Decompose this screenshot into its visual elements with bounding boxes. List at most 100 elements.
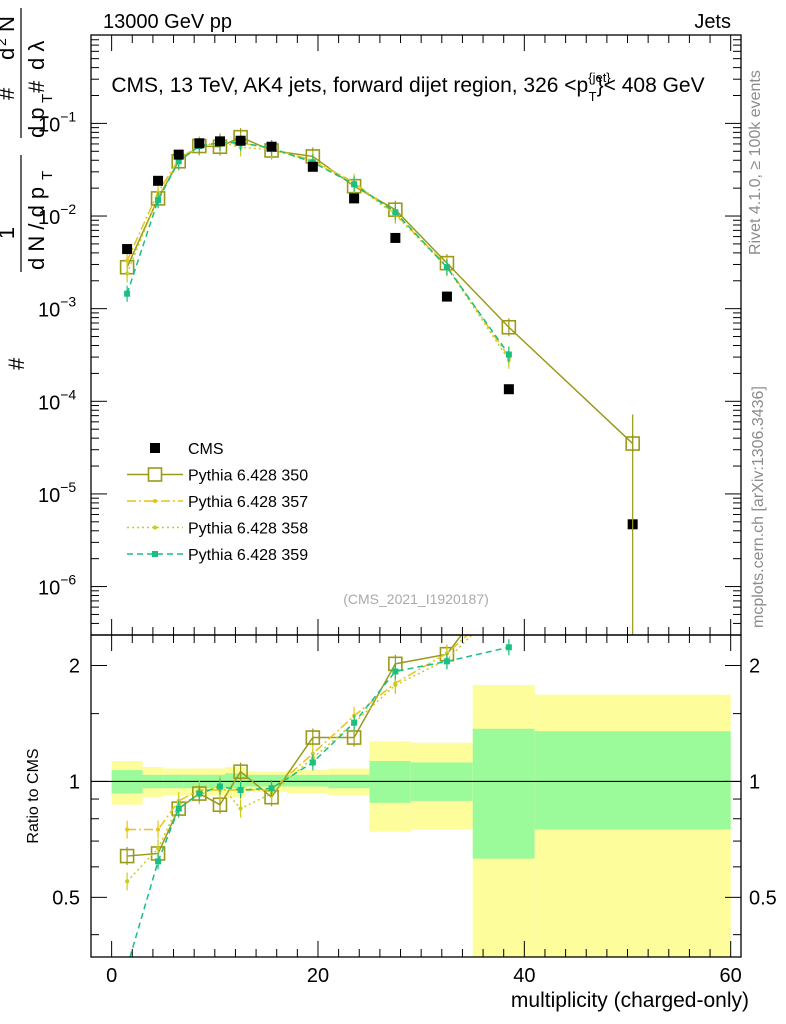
svg-text:d p: d p bbox=[24, 107, 49, 138]
main-series-4-point-0 bbox=[124, 290, 131, 297]
legend-marker-1 bbox=[147, 467, 163, 482]
svg-text:T: T bbox=[39, 171, 56, 180]
main-series-1-point-11 bbox=[501, 319, 517, 335]
ratio-series-3-point-5 bbox=[237, 786, 244, 793]
main-series-0-point-6 bbox=[266, 141, 277, 152]
legend: CMS Pythia 6.428 350 Pythia 6.428 357 Pythi… bbox=[127, 441, 308, 564]
main-series-0-point-1 bbox=[153, 175, 164, 186]
ratio-series-1-point-11 bbox=[507, 596, 511, 600]
ratio-series-0-point-5 bbox=[233, 764, 248, 779]
main-y-tick-label-0: 10−6 bbox=[38, 572, 76, 600]
ratio-series-1-point-1 bbox=[156, 827, 161, 832]
ratio-series-2-point-0 bbox=[125, 879, 130, 884]
main-y-tick-label-1: 10−5 bbox=[38, 479, 76, 507]
x-tick-label-2: 40 bbox=[513, 965, 535, 987]
x-tick-label-0: 0 bbox=[106, 965, 117, 987]
main-series-4-point-1 bbox=[155, 197, 162, 204]
ratio-series-2-point-5 bbox=[238, 806, 243, 811]
main-series-0-point-0 bbox=[122, 244, 133, 255]
ratio-series-1-point-0 bbox=[125, 827, 130, 832]
main-series-0-point-10 bbox=[441, 291, 452, 302]
main-series-0-point-8 bbox=[349, 193, 360, 204]
main-panel-marks bbox=[119, 128, 640, 635]
ratio-series-3-point-9 bbox=[392, 668, 399, 675]
ratio-series-3-point-7 bbox=[309, 759, 316, 766]
ratio-series-3-point-2 bbox=[175, 805, 182, 812]
ratio-series-0-point-8 bbox=[346, 730, 362, 745]
svg-text:d N / d p: d N / d p bbox=[24, 187, 49, 270]
ratio-panel-marks bbox=[119, 565, 515, 970]
mcplots-label: mcplots.cern.ch [arXiv:1306.3436] bbox=[750, 386, 767, 628]
legend-marker-0 bbox=[150, 443, 160, 453]
svg-text:#: # bbox=[24, 80, 49, 93]
ratio-series-2-point-11 bbox=[507, 596, 511, 600]
ratio-series-3-point-6 bbox=[268, 785, 275, 792]
analysis-watermark: (CMS_2021_I1920187) bbox=[343, 591, 489, 607]
ratio-y-tick-label-2: 2 bbox=[69, 655, 80, 677]
main-series-0-point-3 bbox=[194, 138, 205, 149]
legend-label-1: Pythia 6.428 350 bbox=[188, 468, 308, 485]
main-series-2-point-0 bbox=[125, 258, 130, 263]
legend-marker-3 bbox=[153, 525, 157, 530]
ratio-y-tick-label-right-1: 1 bbox=[749, 771, 760, 793]
ratio-series-3-point-3 bbox=[196, 790, 203, 797]
x-tick-label-3: 60 bbox=[720, 965, 742, 987]
ratio-uncertainty-bands bbox=[91, 684, 741, 957]
legend-label-2: Pythia 6.428 357 bbox=[188, 494, 308, 511]
ratio-series-3-line bbox=[129, 646, 510, 957]
svg-text:#: # bbox=[0, 87, 19, 100]
chart-title: CMS, 13 TeV, AK4 jets, forward dijet reg… bbox=[111, 70, 704, 104]
ratio-stat-band-12 bbox=[534, 731, 731, 830]
ratio-series-0-point-4 bbox=[212, 797, 228, 813]
ratio-series-3-point-1 bbox=[155, 858, 162, 865]
legend-marker-4 bbox=[152, 551, 158, 557]
main-series-3-point-0 bbox=[125, 271, 130, 276]
ratio-series-3-point-10 bbox=[443, 658, 450, 665]
ratio-stat-band-7 bbox=[287, 774, 329, 787]
ratio-series-3-point-4 bbox=[216, 783, 223, 790]
main-series-0-point-2 bbox=[173, 149, 184, 160]
svg-text:N: N bbox=[0, 16, 19, 32]
main-series-4-point-10 bbox=[443, 264, 450, 271]
legend-label-3: Pythia 6.428 358 bbox=[188, 521, 308, 538]
main-series-1-line bbox=[126, 136, 634, 445]
legend-marker-2 bbox=[153, 499, 157, 503]
ratio-panel-frame bbox=[90, 634, 742, 958]
ratio-series-2-point-9 bbox=[393, 682, 398, 687]
ratio-series-2-line bbox=[126, 635, 473, 882]
ratio-y-tick-label-1: 1 bbox=[69, 771, 80, 793]
main-series-2-line bbox=[126, 141, 510, 358]
main-panel-frame bbox=[90, 34, 742, 636]
ratio-series-0-point-0 bbox=[119, 848, 135, 864]
main-series-4-point-8 bbox=[351, 181, 358, 188]
x-tick-label-1: 20 bbox=[307, 965, 329, 987]
header-left: 13000 GeV pp bbox=[103, 11, 232, 33]
svg-text:T: T bbox=[39, 94, 56, 103]
y-axis-title: # 1 d N / d p T # d 2 N d p T # d λ bbox=[0, 8, 56, 370]
ratio-series-1-line bbox=[127, 635, 469, 831]
svg-text:2: 2 bbox=[0, 38, 9, 46]
ratio-series-0-point-11 bbox=[502, 565, 515, 578]
legend-label-0: CMS bbox=[188, 441, 224, 458]
svg-text:d: d bbox=[0, 48, 19, 60]
ratio-series-3-point-0 bbox=[124, 964, 130, 970]
ratio-series-0-line bbox=[127, 635, 463, 857]
rivet-label: Rivet 4.1.0, ≥ 100k events bbox=[747, 70, 764, 255]
ratio-y-tick-label-right-2: 2 bbox=[749, 655, 760, 677]
ratio-stat-band-11 bbox=[472, 728, 535, 859]
x-axis-title: multiplicity (charged-only) bbox=[511, 989, 749, 1012]
svg-text:#: # bbox=[4, 357, 29, 370]
svg-text:d λ: d λ bbox=[24, 41, 49, 70]
main-series-0-point-5 bbox=[235, 135, 246, 146]
main-series-4-point-11 bbox=[505, 351, 512, 358]
main-series-4-line bbox=[126, 141, 510, 355]
ratio-series-0-point-7 bbox=[305, 730, 321, 745]
main-series-0-point-9 bbox=[390, 232, 401, 243]
main-y-tick-label-2: 10−4 bbox=[38, 386, 76, 414]
main-series-0-point-7 bbox=[307, 161, 318, 172]
ratio-y-tick-label-0: 0.5 bbox=[52, 887, 80, 909]
ratio-y-title: Ratio to CMS bbox=[25, 748, 42, 843]
main-series-3-line bbox=[126, 141, 510, 361]
main-y-tick-label-3: 10−3 bbox=[38, 294, 76, 322]
